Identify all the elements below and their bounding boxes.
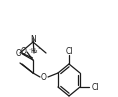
Text: ⁻: ⁻: [28, 48, 31, 53]
Text: O: O: [41, 72, 47, 81]
Text: Cl: Cl: [91, 83, 99, 91]
Text: N: N: [30, 36, 36, 45]
Text: O: O: [21, 48, 27, 56]
Text: ⁺: ⁺: [38, 47, 40, 52]
Text: H₂: H₂: [30, 48, 38, 54]
Text: Cl: Cl: [65, 46, 73, 55]
Text: O: O: [16, 49, 22, 58]
